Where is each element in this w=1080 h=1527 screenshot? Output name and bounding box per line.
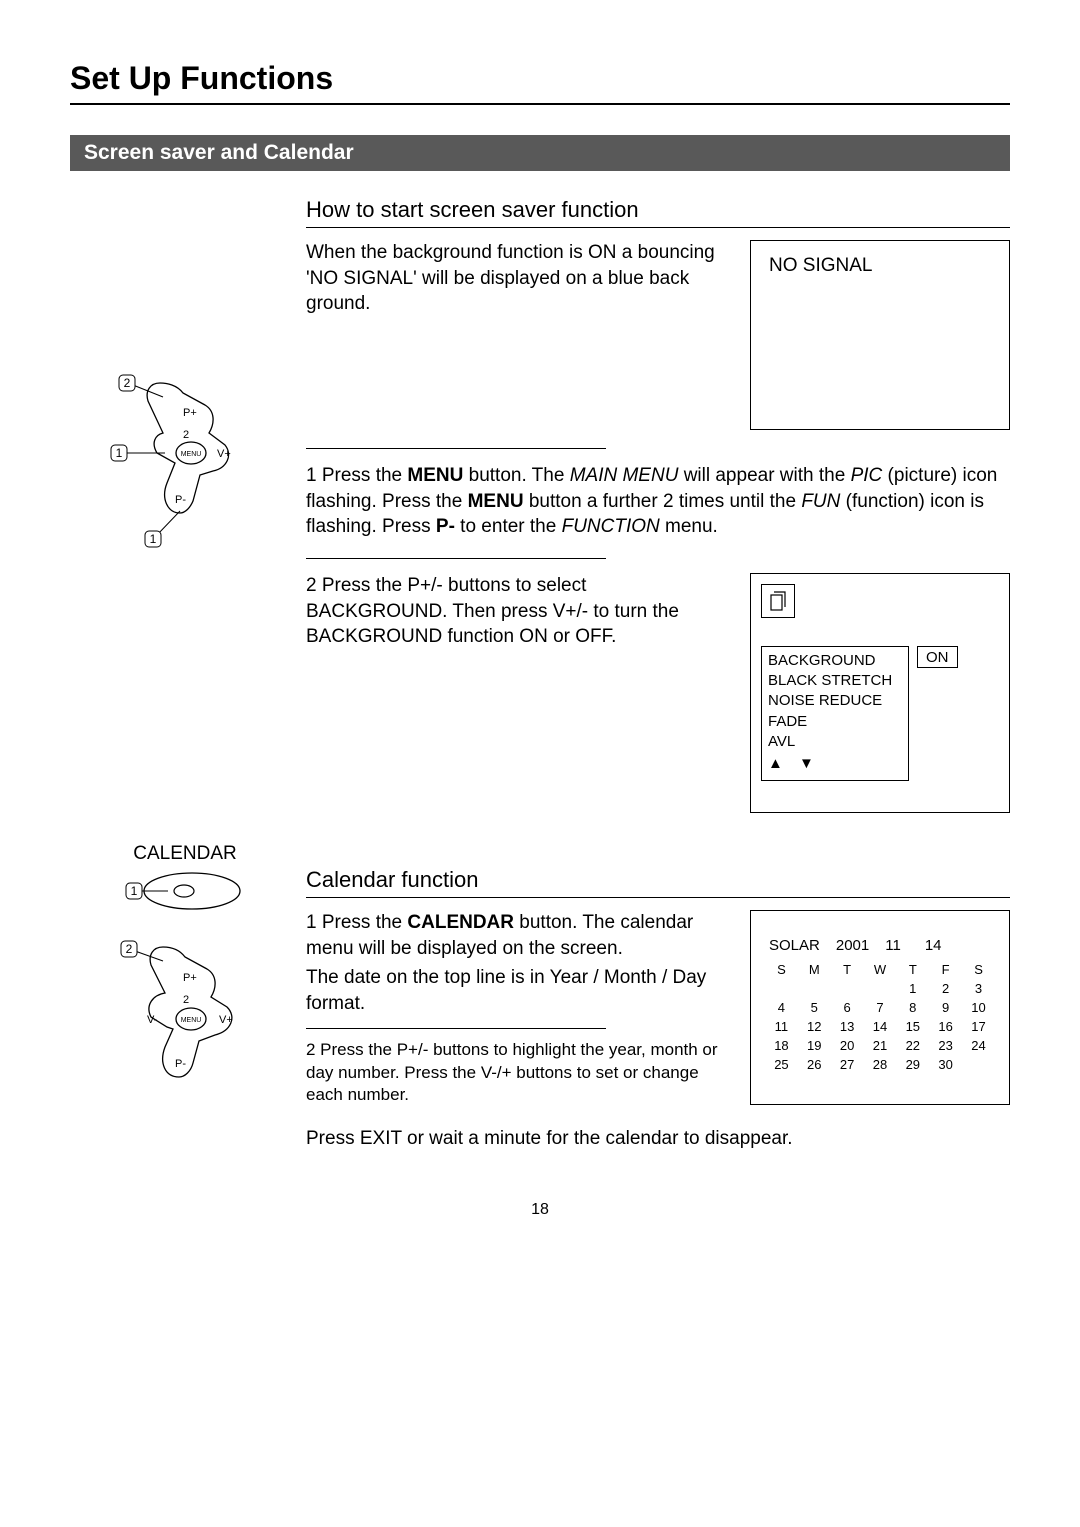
menu-label-2: MENU (181, 1017, 202, 1024)
v-minus-2: V- (147, 1014, 158, 1026)
page-title: Set Up Functions (70, 60, 1010, 105)
calendar-footer: Press EXIT or wait a minute for the cale… (306, 1126, 1010, 1152)
calendar-button-label: CALENDAR (70, 843, 300, 865)
main-column: How to start screen saver function When … (300, 193, 1010, 1151)
p-plus-2: P+ (183, 972, 197, 984)
sidebar: MENU P+ P- V+ 1 2 1 2 CALENDAR (70, 193, 300, 1135)
osd-function-menu: BACKGROUND BLACK STRETCH NOISE REDUCE FA… (750, 573, 1010, 813)
divider-1 (306, 448, 606, 449)
osd-item: BLACK STRETCH (768, 671, 902, 691)
screensaver-intro: When the background function is ON a bou… (306, 240, 726, 317)
calendar-step1: 1 Press the CALENDAR button. The calenda… (306, 910, 726, 961)
calendar-step1-format: The date on the top line is in Year / Mo… (306, 965, 726, 1016)
calendar-heading: Calendar function (306, 867, 1010, 898)
doc-icon (761, 584, 795, 618)
page-number: 18 (70, 1201, 1010, 1219)
divider-3 (306, 1028, 606, 1029)
v-plus-label: V+ (217, 448, 231, 460)
osd-item: BACKGROUND (768, 651, 902, 671)
osd-item: FADE (768, 712, 902, 732)
no-signal-text: NO SIGNAL (769, 255, 872, 276)
calendar-grid: SMTWTFS 123 45678910 11121314151617 1819… (765, 960, 995, 1074)
calendar-header: SOLAR 2001 11 14 (765, 937, 995, 954)
osd-value: ON (917, 646, 958, 668)
calendar-step2: 2 Press the P+/- buttons to highlight th… (306, 1039, 726, 1105)
osd-list: BACKGROUND BLACK STRETCH NOISE REDUCE FA… (761, 646, 909, 782)
remote-diagram-1: MENU P+ P- V+ 1 2 1 2 (105, 363, 265, 583)
p-plus-label: P+ (183, 407, 197, 419)
calendar-days-row: SMTWTFS (765, 960, 995, 979)
osd-item: NOISE REDUCE (768, 691, 902, 711)
callout-cal-1: 1 (131, 884, 138, 898)
remote-diagram-2: MENU P+ P- V+ V- 2 2 (105, 935, 265, 1135)
screensaver-heading: How to start screen saver function (306, 197, 1010, 228)
screensaver-step1: 1 Press the MENU button. The MAIN MENU w… (306, 463, 1010, 540)
callout-1b: 1 (150, 532, 157, 546)
callout-r2-2: 2 (126, 942, 133, 956)
callout-2b: 2 (183, 429, 189, 441)
no-signal-box: NO SIGNAL (750, 240, 1010, 430)
section-bar: Screen saver and Calendar (70, 135, 1010, 171)
osd-arrows: ▲ ▼ (768, 754, 902, 774)
calendar-button-diagram: 1 (120, 867, 250, 917)
callout-r2-2b: 2 (183, 994, 189, 1006)
p-minus-label: P- (175, 494, 186, 506)
content-row: MENU P+ P- V+ 1 2 1 2 CALENDAR (70, 193, 1010, 1151)
calendar-display: SOLAR 2001 11 14 SMTWTFS 123 45678910 11… (750, 910, 1010, 1105)
menu-label: MENU (181, 451, 202, 458)
divider-2 (306, 558, 606, 559)
p-minus-2: P- (175, 1058, 186, 1070)
v-plus-2: V+ (219, 1014, 233, 1026)
callout-1a: 1 (116, 446, 123, 460)
screensaver-step2: 2 Press the P+/- buttons to select BACKG… (306, 573, 726, 650)
callout-2a: 2 (124, 376, 131, 390)
osd-item: AVL (768, 732, 902, 752)
